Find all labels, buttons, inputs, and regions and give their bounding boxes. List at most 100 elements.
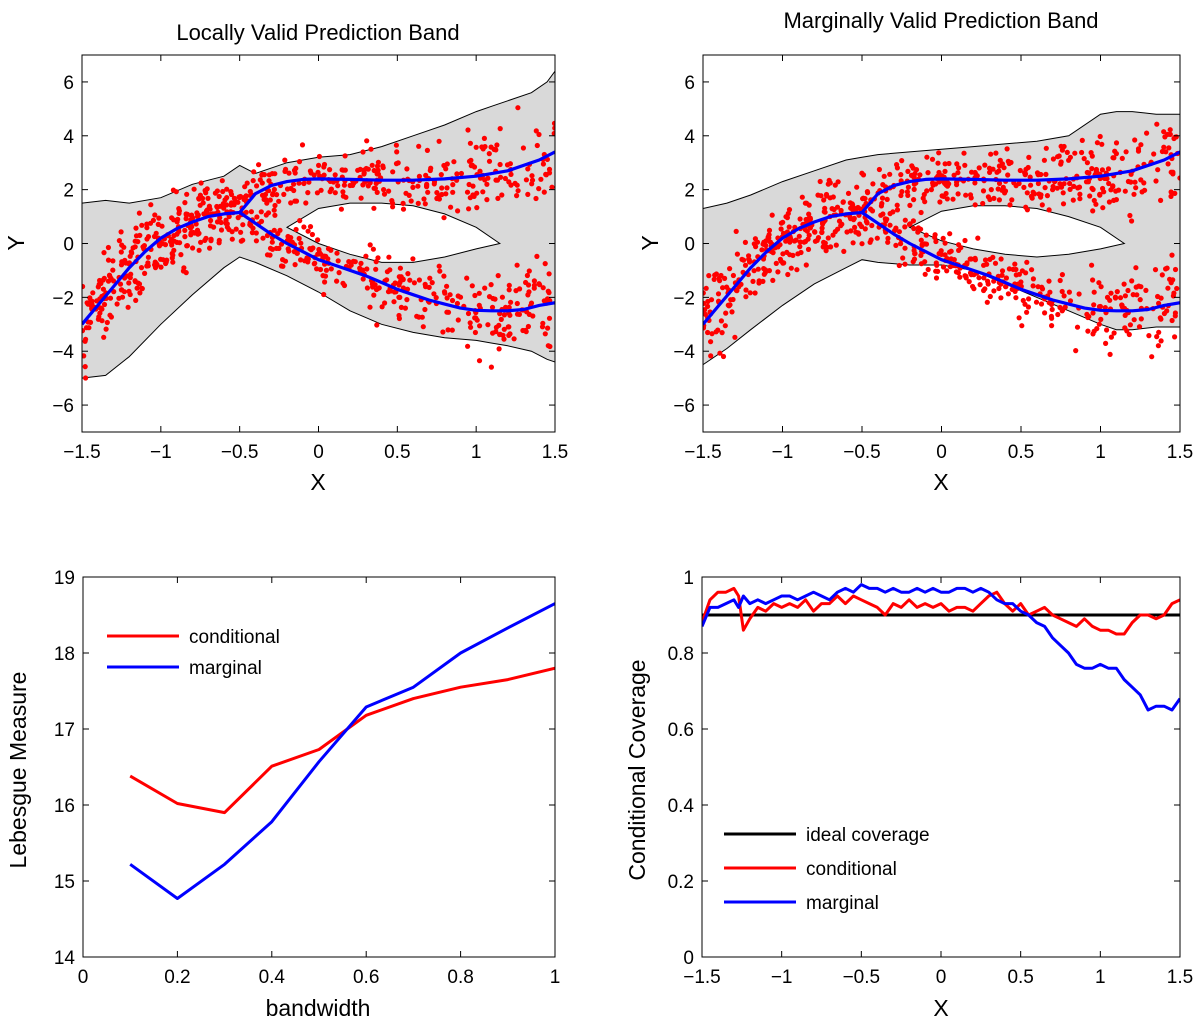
data-point [1125,287,1131,294]
y-tick-label: 0 [683,948,694,969]
data-point [372,282,378,288]
data-point [794,267,800,273]
data-point [291,181,297,187]
data-point [386,254,392,260]
data-point [424,183,430,189]
data-point [470,192,476,198]
y-tick-label: 6 [63,73,74,94]
data-point [1111,330,1117,336]
data-point [515,105,521,111]
data-point [529,181,535,187]
data-point [194,227,201,233]
data-point [315,251,321,257]
data-point [400,206,407,212]
data-point [880,211,886,217]
data-point [408,198,414,204]
data-point [195,212,201,218]
x-tick-label: −1.5 [683,967,721,988]
data-point [755,266,761,272]
data-point [1133,185,1139,191]
data-point [364,138,370,144]
data-point [1119,155,1125,161]
data-point [1113,197,1119,203]
data-point [923,232,929,238]
data-point [773,260,779,266]
data-point [444,283,450,289]
series-line-marginal [129,602,555,900]
data-point [214,219,221,225]
data-point [495,273,501,279]
x-axis-label: X [933,995,948,1021]
data-point [821,197,827,203]
data-point [829,206,835,212]
data-point [1084,160,1090,166]
data-point [1106,180,1112,187]
data-point [427,275,433,281]
data-point [107,273,113,279]
x-tick-label: −1 [772,442,794,463]
data-point [292,262,298,268]
data-point [1168,169,1174,175]
data-point [1031,191,1038,197]
data-point [328,266,334,272]
data-point [352,259,358,265]
data-point [486,158,493,164]
data-point [720,353,727,360]
data-point [476,302,482,308]
data-point [942,252,948,258]
data-point [110,258,116,264]
lower-branch-curve [238,211,555,313]
data-point [999,187,1005,193]
data-point [493,177,499,183]
y-tick-label: 2 [63,181,74,202]
data-point [283,166,289,172]
data-point [379,304,385,310]
data-point [217,215,223,221]
data-point [766,268,773,274]
data-point [99,318,105,324]
data-point [184,211,191,217]
data-point [436,193,442,199]
data-point [1152,267,1159,273]
data-point [1041,157,1047,163]
data-point [101,250,107,256]
data-point [317,266,324,273]
data-point [551,120,555,126]
y-tick-label: 0.8 [668,644,694,665]
data-point [990,166,996,172]
data-point [1090,208,1096,214]
data-point [1131,191,1137,197]
data-point [449,327,455,333]
data-point [1058,161,1064,167]
data-point [1072,150,1078,156]
data-point [788,265,794,271]
data-point [1038,171,1044,178]
data-point [468,324,474,330]
data-point [915,225,922,231]
data-point [307,168,313,174]
data-point [742,239,749,245]
data-point [358,260,364,266]
data-point [1155,167,1161,173]
data-point [270,192,276,198]
data-point [709,331,715,337]
data-point [1117,295,1124,301]
data-point [982,162,988,168]
data-point [1121,281,1127,287]
data-point [988,151,994,157]
data-point [1093,166,1099,173]
data-point [956,165,962,171]
data-point [365,166,371,172]
data-point [898,192,904,199]
data-point [542,331,548,337]
data-point [327,167,333,173]
data-point [802,238,809,245]
data-point [720,285,726,291]
data-point [859,241,865,247]
data-point [996,180,1003,186]
data-point [323,267,329,273]
data-point [420,324,426,330]
data-point [87,299,93,305]
data-point [1019,323,1025,329]
data-point [482,144,488,150]
